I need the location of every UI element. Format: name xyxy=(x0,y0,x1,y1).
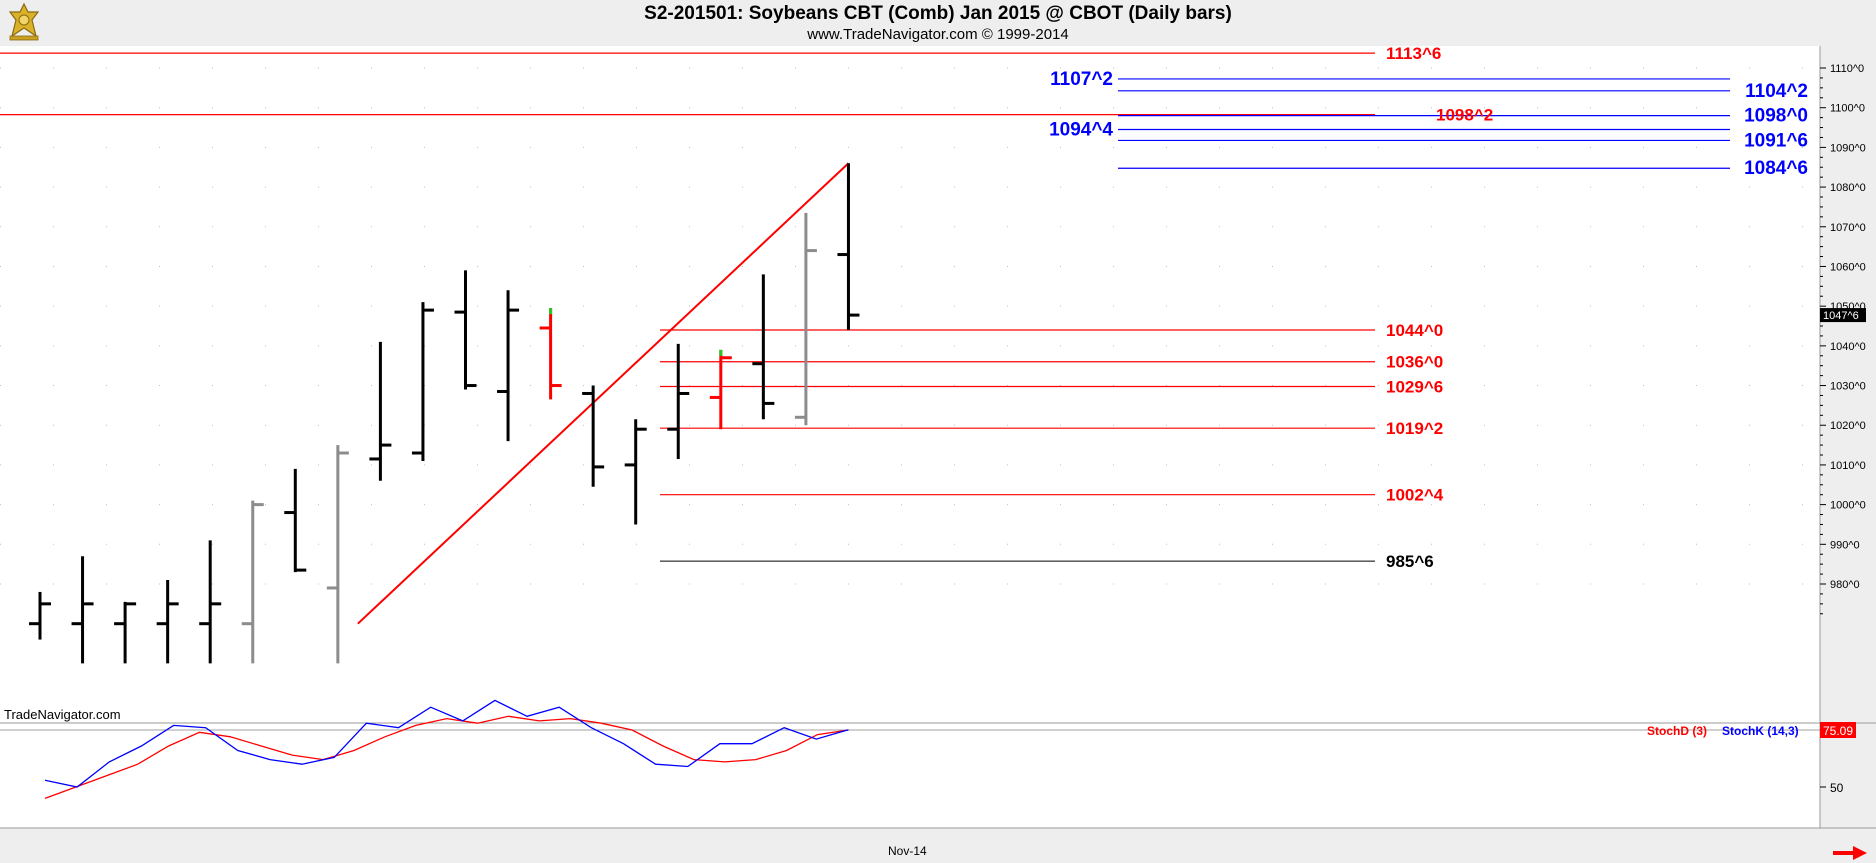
trend-line[interactable] xyxy=(357,162,850,625)
ohlc-bar[interactable] xyxy=(369,341,392,481)
blue-level-label: 1098^0 xyxy=(1744,106,1808,127)
chart-header: S2-201501: Soybeans CBT (Comb) Jan 2015 … xyxy=(0,0,1876,46)
stoch-axis-panel xyxy=(1820,723,1876,828)
ohlc-bar[interactable] xyxy=(411,302,434,461)
price-tick-label: 980^0 xyxy=(1830,579,1860,591)
price-tick-label: 990^0 xyxy=(1830,539,1860,551)
ohlc-bar[interactable] xyxy=(709,349,732,430)
ohlc-bar[interactable] xyxy=(497,290,520,442)
watermark: TradeNavigator.com xyxy=(4,707,121,722)
blue-level-label: 1084^6 xyxy=(1744,158,1808,179)
ohlc-bar[interactable] xyxy=(114,601,137,664)
last-price-box xyxy=(1820,308,1866,323)
ohlc-bar[interactable] xyxy=(624,419,647,525)
stoch-last-label: 75.09 xyxy=(1823,724,1853,738)
red-level-label: 1019^2 xyxy=(1386,419,1443,438)
stoch-tick-label: 50 xyxy=(1830,781,1844,795)
price-tick-label: 1040^0 xyxy=(1830,341,1866,353)
black-level-label: 985^6 xyxy=(1386,552,1434,571)
ohlc-bar[interactable] xyxy=(326,445,349,664)
ohlc-bar[interactable] xyxy=(241,500,264,664)
price-tick-label: 1110^0 xyxy=(1830,63,1864,75)
price-panel xyxy=(0,46,1820,723)
red-level-label: 1036^0 xyxy=(1386,353,1443,372)
price-axis-panel xyxy=(1820,46,1876,723)
ohlc-bar[interactable] xyxy=(752,274,775,420)
ohlc-bar[interactable] xyxy=(71,556,94,664)
ohlc-bar[interactable] xyxy=(284,468,307,573)
stoch-k-line[interactable] xyxy=(44,699,849,788)
price-tick-label: 1010^0 xyxy=(1830,460,1866,472)
ohlc-bar[interactable] xyxy=(156,580,179,664)
price-tick-label: 1080^0 xyxy=(1830,182,1866,194)
stoch-last-box xyxy=(1820,722,1856,738)
x-axis-label: Nov-14 xyxy=(888,844,927,858)
red-level-label: 1113^6 xyxy=(1386,44,1441,63)
ohlc-bar[interactable] xyxy=(199,540,222,664)
ohlc-bar[interactable] xyxy=(667,343,690,459)
ohlc-bar[interactable] xyxy=(837,163,860,330)
price-tick-label: 1100^0 xyxy=(1830,103,1865,115)
stoch-k-legend: StochK (14,3) xyxy=(1722,724,1799,738)
blue-level-label: 1091^6 xyxy=(1744,130,1808,151)
ohlc-bar[interactable] xyxy=(794,212,817,426)
red-level-label: 1098^2 xyxy=(1436,106,1493,125)
ohlc-bar[interactable] xyxy=(454,270,477,390)
red-level-label: 1002^4 xyxy=(1386,486,1444,505)
price-tick-label: 1060^0 xyxy=(1830,261,1866,273)
last-price-label: 1047^6 xyxy=(1823,310,1859,322)
blue-level-label: 1107^2 xyxy=(1050,69,1113,90)
blue-level-label: 1104^2 xyxy=(1745,81,1808,102)
chart-subtitle: www.TradeNavigator.com © 1999-2014 xyxy=(807,26,1069,43)
trade-navigator-logo-icon[interactable] xyxy=(4,2,44,42)
ohlc-bar[interactable] xyxy=(539,308,562,400)
stoch-d-legend: StochD (3) xyxy=(1647,724,1707,738)
stoch-d-line[interactable] xyxy=(44,715,849,800)
stoch-panel xyxy=(0,723,1820,828)
price-tick-label: 1090^0 xyxy=(1830,142,1866,154)
scroll-right-arrow-icon[interactable] xyxy=(1833,846,1867,860)
red-level-label: 1044^0 xyxy=(1386,321,1443,340)
ohlc-bar[interactable] xyxy=(29,591,51,640)
blue-level-label: 1094^4 xyxy=(1049,120,1113,141)
chart-title: S2-201501: Soybeans CBT (Comb) Jan 2015 … xyxy=(644,3,1232,24)
price-tick-label: 1000^0 xyxy=(1830,500,1866,512)
ohlc-bar[interactable] xyxy=(582,385,605,487)
price-tick-label: 1030^0 xyxy=(1830,381,1866,393)
price-tick-label: 1020^0 xyxy=(1830,420,1866,432)
red-level-label: 1029^6 xyxy=(1386,378,1443,397)
price-tick-label: 1070^0 xyxy=(1830,222,1866,234)
